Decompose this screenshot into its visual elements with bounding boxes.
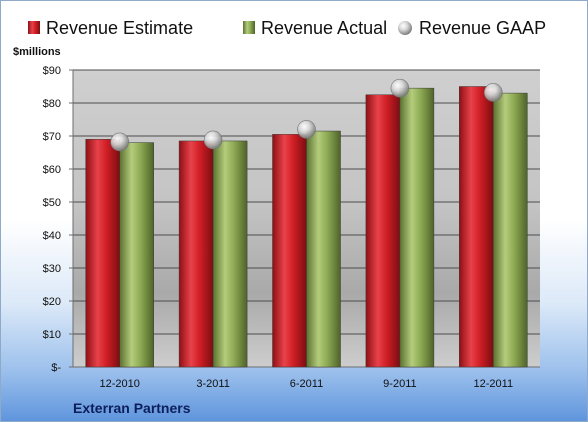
legend-marker-revenue-gaap <box>398 21 412 35</box>
x-axis-ticks: 12-2010 3-2011 6-2011 9-2011 12-2011 <box>100 378 514 390</box>
legend-label-revenue-actual: Revenue Actual <box>261 18 387 38</box>
y-tick-label: $- <box>51 362 61 374</box>
y-tick-label: $10 <box>43 329 61 341</box>
x-tick-label: 6-2011 <box>290 378 323 390</box>
bar-revenue-estimate <box>85 139 120 368</box>
y-tick-label: $90 <box>43 65 61 77</box>
bar-revenue-actual <box>212 140 248 368</box>
x-tick-label: 12-2010 <box>100 378 140 390</box>
y-tick-label: $30 <box>43 263 61 275</box>
legend-label-revenue-estimate: Revenue Estimate <box>46 18 193 38</box>
bar-revenue-actual <box>399 87 435 368</box>
legend-swatch-revenue-estimate <box>28 21 40 34</box>
y-tick-label: $60 <box>43 164 61 176</box>
marker-revenue-gaap <box>390 78 410 98</box>
bar-revenue-estimate <box>178 140 214 368</box>
x-tick-label: 12-2011 <box>474 378 514 390</box>
y-tick-label: $50 <box>43 197 61 209</box>
x-tick-label: 3-2011 <box>196 378 229 390</box>
y-tick-label: $80 <box>43 98 61 110</box>
marker-revenue-gaap <box>203 130 223 150</box>
legend: Revenue Estimate Revenue Actual Revenue … <box>28 18 546 38</box>
y-axis-ticks: $- $10 $20 $30 $40 $50 $60 $70 $80 $90 <box>43 65 74 374</box>
company-name: Exterran Partners <box>73 400 191 416</box>
y-axis-label: $millions <box>13 46 61 58</box>
legend-label-revenue-gaap: Revenue GAAP <box>419 18 546 38</box>
legend-swatch-revenue-actual <box>243 21 255 34</box>
x-tick-label: 9-2011 <box>383 378 416 390</box>
bar-revenue-estimate <box>272 134 307 368</box>
bar-revenue-actual <box>306 130 341 368</box>
bar-revenue-estimate <box>459 86 494 368</box>
marker-revenue-gaap <box>110 132 129 152</box>
y-tick-label: $40 <box>43 230 61 242</box>
marker-revenue-gaap <box>297 120 316 139</box>
bar-revenue-actual <box>493 92 528 368</box>
bar-revenue-estimate <box>365 94 401 368</box>
marker-revenue-gaap <box>483 83 503 102</box>
bar-revenue-actual <box>119 142 154 368</box>
gaap-markers <box>110 78 503 152</box>
y-tick-label: $20 <box>43 296 61 308</box>
bars <box>85 86 528 368</box>
y-tick-label: $70 <box>43 131 61 143</box>
